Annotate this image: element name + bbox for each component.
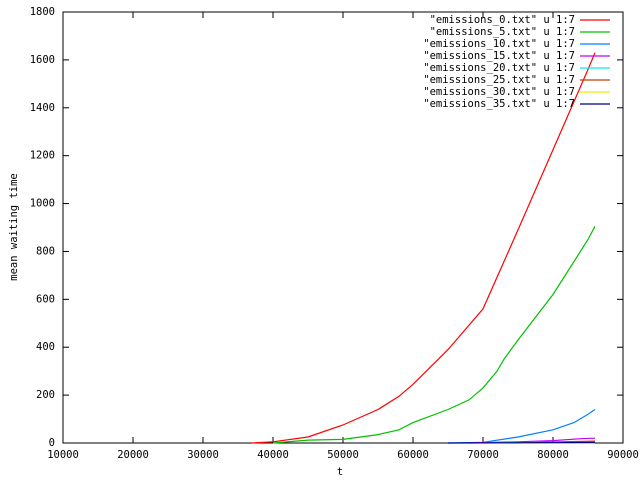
series-line (272, 226, 596, 444)
x-tick-label: 30000 (187, 449, 219, 461)
series-line (447, 409, 596, 444)
legend-label: "emissions_0.txt" u 1:7 (430, 14, 575, 26)
x-tick-label: 50000 (327, 449, 359, 461)
y-tick-label: 200 (36, 389, 55, 401)
legend-label: "emissions_35.txt" u 1:7 (423, 98, 575, 110)
y-axis-label: mean waiting time (8, 173, 20, 280)
x-tick-label: 20000 (117, 449, 149, 461)
y-tick-label: 800 (36, 245, 55, 257)
legend-label: "emissions_15.txt" u 1:7 (423, 50, 575, 62)
y-tick-label: 1800 (30, 6, 55, 18)
y-tick-label: 1400 (30, 102, 55, 114)
y-tick-label: 1200 (30, 150, 55, 162)
y-tick-label: 600 (36, 293, 55, 305)
x-tick-label: 80000 (537, 449, 569, 461)
legend-label: "emissions_5.txt" u 1:7 (430, 26, 575, 38)
x-axis-label: t (337, 466, 343, 478)
x-tick-label: 40000 (257, 449, 289, 461)
y-tick-label: 400 (36, 341, 55, 353)
legend-label: "emissions_25.txt" u 1:7 (423, 74, 575, 86)
series-line (468, 437, 596, 444)
legend-label: "emissions_20.txt" u 1:7 (423, 62, 575, 74)
y-tick-label: 1600 (30, 54, 55, 66)
x-tick-label: 70000 (467, 449, 499, 461)
x-tick-label: 60000 (397, 449, 429, 461)
series-line (447, 441, 596, 444)
y-tick-label: 0 (49, 437, 55, 449)
x-tick-label: 10000 (47, 449, 79, 461)
legend-label: "emissions_30.txt" u 1:7 (423, 86, 575, 98)
y-tick-label: 1000 (30, 198, 55, 210)
x-tick-label: 90000 (607, 449, 639, 461)
series-line (251, 52, 596, 444)
legend-label: "emissions_10.txt" u 1:7 (423, 38, 575, 50)
